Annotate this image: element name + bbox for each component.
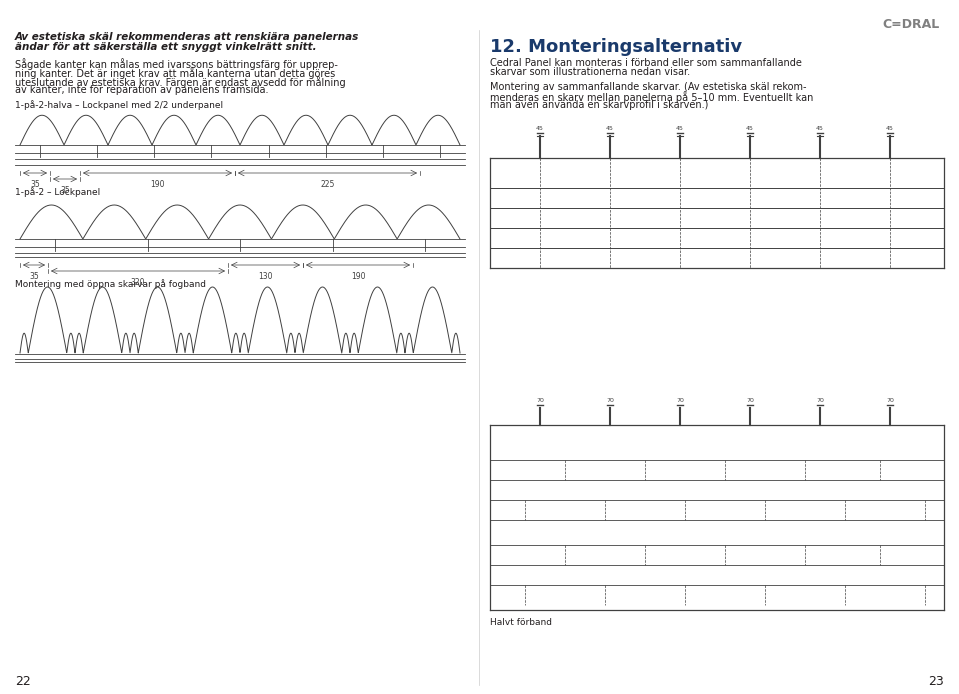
Text: ning kanter. Det är inget krav att måla kanterna utan detta göres: ning kanter. Det är inget krav att måla … [15,67,336,79]
Text: 70: 70 [676,398,684,403]
Text: 70: 70 [746,398,754,403]
Text: 190: 190 [351,272,365,281]
Text: 22: 22 [15,675,31,688]
Text: 70: 70 [886,398,894,403]
Text: 12. Monteringsalternativ: 12. Monteringsalternativ [490,38,742,56]
Text: Av estetiska skäl rekommenderas att renskiära panelernas: Av estetiska skäl rekommenderas att rens… [15,32,360,42]
Text: 1-på-2 – Lockpanel: 1-på-2 – Lockpanel [15,187,101,197]
Text: 225: 225 [320,180,335,189]
Text: 70: 70 [816,398,824,403]
Text: 1-på-2-halva – Lockpanel med 2/2 underpanel: 1-på-2-halva – Lockpanel med 2/2 underpa… [15,100,223,110]
Text: 23: 23 [928,675,944,688]
Text: 45: 45 [676,126,684,131]
Text: 45: 45 [816,126,824,131]
Text: 45: 45 [886,126,894,131]
Text: 35: 35 [60,186,70,195]
Text: 45: 45 [746,126,754,131]
Text: Halvt förband: Halvt förband [490,618,552,627]
Text: Sågade kanter kan målas med ivarssons bättringsfärg för upprep-: Sågade kanter kan målas med ivarssons bä… [15,58,338,70]
Text: 35: 35 [29,272,39,281]
Text: Montering av sammanfallande skarvar. (Av estetiska skäl rekom-: Montering av sammanfallande skarvar. (Av… [490,82,807,92]
Text: ändar för att säkerställa ett snyggt vinkelrätt snitt.: ändar för att säkerställa ett snyggt vin… [15,42,316,52]
Text: skarvar som illustrationerna nedan visar.: skarvar som illustrationerna nedan visar… [490,67,690,77]
Text: 130: 130 [258,272,272,281]
Text: man även använda en skarvprofil i skarven.): man även använda en skarvprofil i skarve… [490,100,709,110]
Text: C=DRAL: C=DRAL [882,18,940,31]
Text: Cedral Panel kan monteras i förband eller som sammanfallande: Cedral Panel kan monteras i förband elle… [490,58,802,68]
Text: 320: 320 [130,278,145,287]
Text: 35: 35 [30,180,40,189]
Text: menderas en skarv mellan panelerna på 5–10 mm. Eventuellt kan: menderas en skarv mellan panelerna på 5–… [490,91,813,103]
Text: Montering med öppna skarvar på fogband: Montering med öppna skarvar på fogband [15,279,206,289]
Text: 190: 190 [151,180,165,189]
Text: uteslutande av estetiska krav. Färgen är endast avsedd för målning: uteslutande av estetiska krav. Färgen är… [15,76,345,88]
Text: 70: 70 [606,398,614,403]
Text: av kanter, inte för reparation av panelens framsida.: av kanter, inte för reparation av panele… [15,85,269,95]
Text: 45: 45 [606,126,614,131]
Text: 45: 45 [536,126,544,131]
Text: 70: 70 [536,398,544,403]
